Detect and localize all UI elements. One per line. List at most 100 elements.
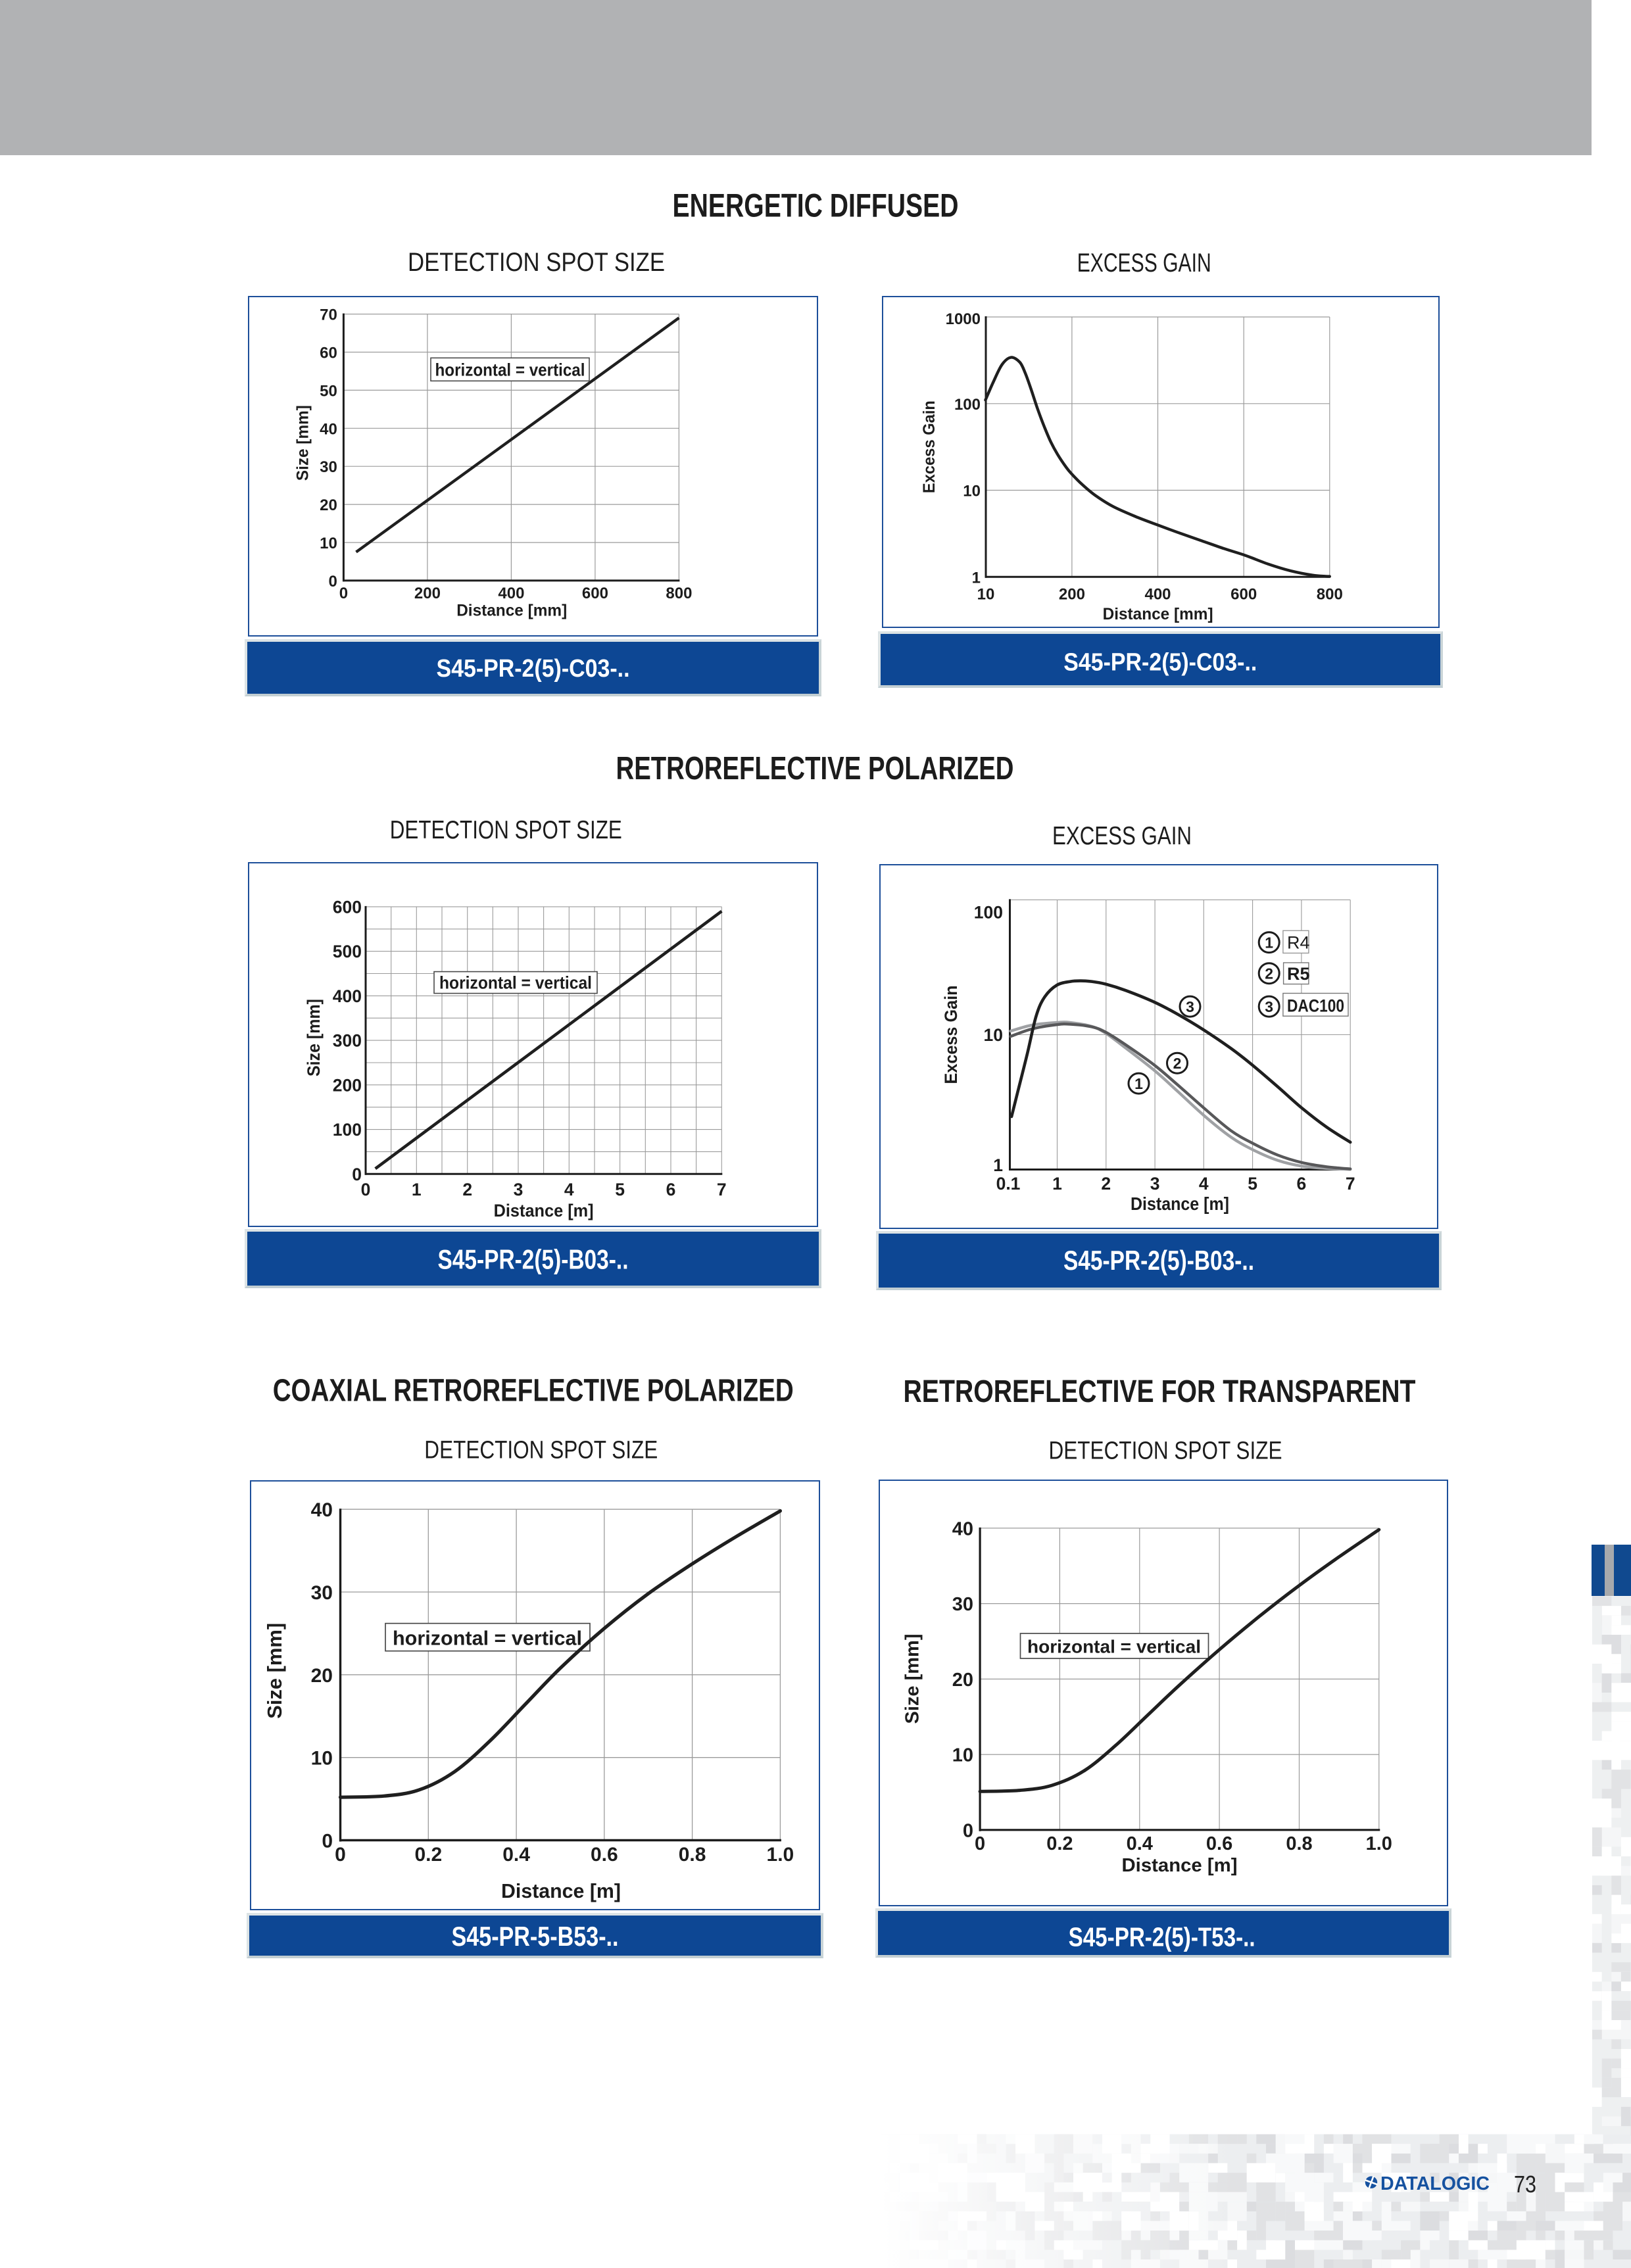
svg-text:1.0: 1.0	[767, 1844, 794, 1866]
svg-text:3: 3	[1265, 998, 1273, 1015]
svg-text:20: 20	[952, 1670, 973, 1691]
svg-text:3: 3	[1150, 1174, 1160, 1194]
svg-text:6: 6	[666, 1180, 676, 1199]
svg-text:10: 10	[963, 483, 981, 500]
svg-text:R5: R5	[1287, 964, 1310, 984]
svg-text:200: 200	[1059, 586, 1085, 604]
svg-text:800: 800	[666, 585, 692, 602]
svg-text:S45-PR-2(5)-C03-..: S45-PR-2(5)-C03-..	[437, 655, 630, 683]
svg-text:Excess Gain: Excess Gain	[941, 986, 961, 1084]
svg-text:0.6: 0.6	[591, 1844, 618, 1866]
svg-text:COAXIAL RETROREFLECTIVE POLARI: COAXIAL RETROREFLECTIVE POLARIZED	[273, 1374, 794, 1409]
svg-text:Size [mm]: Size [mm]	[264, 1623, 286, 1719]
svg-text:0: 0	[335, 1844, 346, 1866]
svg-text:70: 70	[320, 306, 337, 324]
svg-text:0: 0	[339, 585, 348, 602]
svg-text:Distance [m]: Distance [m]	[494, 1201, 594, 1220]
svg-text:4: 4	[564, 1180, 574, 1199]
svg-text:30: 30	[952, 1594, 973, 1615]
svg-text:100: 100	[954, 396, 981, 414]
svg-text:ENERGETIC DIFFUSED: ENERGETIC DIFFUSED	[673, 187, 959, 224]
svg-text:1: 1	[1134, 1075, 1143, 1092]
svg-text:600: 600	[1230, 586, 1257, 604]
svg-text:horizontal = vertical: horizontal = vertical	[1027, 1637, 1201, 1657]
svg-text:R4: R4	[1287, 933, 1310, 953]
svg-text:S45-PR-2(5)-T53-..: S45-PR-2(5)-T53-..	[1069, 1921, 1255, 1952]
svg-text:DATALOGIC: DATALOGIC	[1380, 2173, 1490, 2194]
svg-text:10: 10	[320, 535, 337, 552]
svg-text:DETECTION SPOT SIZE: DETECTION SPOT SIZE	[1049, 1437, 1282, 1465]
svg-text:0.2: 0.2	[1046, 1833, 1073, 1854]
svg-text:6: 6	[1297, 1174, 1307, 1194]
svg-text:5: 5	[615, 1180, 625, 1199]
svg-text:200: 200	[414, 585, 441, 602]
svg-text:0: 0	[963, 1820, 973, 1841]
svg-text:horizontal = vertical: horizontal = vertical	[439, 973, 592, 993]
svg-text:30: 30	[311, 1582, 333, 1604]
svg-text:73: 73	[1514, 2171, 1536, 2198]
svg-text:DAC100: DAC100	[1287, 996, 1344, 1016]
svg-text:1.0: 1.0	[1366, 1833, 1392, 1854]
svg-text:Excess Gain: Excess Gain	[920, 400, 938, 493]
svg-text:S45-PR-5-B53-..: S45-PR-5-B53-..	[452, 1921, 619, 1952]
svg-text:Distance [m]: Distance [m]	[501, 1880, 621, 1902]
svg-text:7: 7	[717, 1180, 727, 1199]
svg-text:Size [mm]: Size [mm]	[293, 405, 312, 481]
svg-text:20: 20	[311, 1665, 333, 1687]
svg-text:60: 60	[320, 345, 337, 362]
svg-text:S45-PR-2(5)-B03-..: S45-PR-2(5)-B03-..	[438, 1243, 629, 1274]
svg-text:2: 2	[462, 1180, 472, 1199]
svg-text:40: 40	[320, 420, 337, 438]
svg-text:0.1: 0.1	[996, 1174, 1021, 1194]
svg-text:20: 20	[320, 496, 337, 514]
svg-text:0.8: 0.8	[679, 1844, 706, 1866]
svg-text:DETECTION SPOT SIZE: DETECTION SPOT SIZE	[390, 816, 622, 844]
svg-text:40: 40	[311, 1499, 333, 1521]
svg-text:horizontal = vertical: horizontal = vertical	[393, 1628, 582, 1650]
svg-text:0.8: 0.8	[1286, 1833, 1312, 1854]
svg-text:0: 0	[352, 1165, 362, 1184]
svg-text:600: 600	[582, 585, 608, 602]
svg-text:2: 2	[1173, 1055, 1182, 1072]
svg-text:0.2: 0.2	[414, 1844, 442, 1866]
svg-text:RETROREFLECTIVE FOR TRANSPAREN: RETROREFLECTIVE FOR TRANSPARENT	[904, 1374, 1416, 1409]
svg-text:horizontal = vertical: horizontal = vertical	[435, 360, 585, 380]
svg-text:S45-PR-2(5)-B03-..: S45-PR-2(5)-B03-..	[1063, 1245, 1254, 1276]
svg-text:1: 1	[1052, 1174, 1062, 1194]
svg-text:400: 400	[1144, 586, 1171, 604]
svg-text:30: 30	[320, 458, 337, 476]
svg-text:800: 800	[1317, 586, 1343, 604]
svg-text:400: 400	[498, 585, 524, 602]
svg-text:100: 100	[974, 903, 1003, 923]
svg-text:0.4: 0.4	[502, 1844, 530, 1866]
svg-text:200: 200	[333, 1075, 362, 1095]
svg-text:EXCESS GAIN: EXCESS GAIN	[1052, 822, 1192, 850]
svg-text:S45-PR-2(5)-C03-..: S45-PR-2(5)-C03-..	[1063, 649, 1257, 677]
svg-text:10: 10	[977, 586, 995, 604]
svg-text:RETROREFLECTIVE POLARIZED: RETROREFLECTIVE POLARIZED	[616, 751, 1014, 786]
svg-text:10: 10	[952, 1745, 973, 1766]
svg-text:Size [mm]: Size [mm]	[304, 999, 324, 1076]
svg-text:0: 0	[361, 1180, 371, 1199]
svg-text:1: 1	[972, 569, 981, 587]
svg-text:1: 1	[1265, 934, 1273, 951]
svg-text:1000: 1000	[946, 310, 981, 328]
svg-text:10: 10	[311, 1748, 333, 1770]
svg-text:0: 0	[322, 1831, 333, 1852]
svg-text:EXCESS GAIN: EXCESS GAIN	[1077, 249, 1211, 277]
svg-text:50: 50	[320, 382, 337, 400]
svg-text:Distance [m]: Distance [m]	[1131, 1194, 1229, 1214]
svg-text:0: 0	[328, 573, 337, 591]
svg-text:0.4: 0.4	[1127, 1833, 1153, 1854]
svg-text:2: 2	[1265, 965, 1273, 982]
svg-text:DETECTION SPOT SIZE: DETECTION SPOT SIZE	[424, 1436, 658, 1464]
svg-text:3: 3	[1186, 998, 1194, 1015]
svg-text:400: 400	[333, 986, 362, 1006]
svg-text:Size [mm]: Size [mm]	[902, 1634, 923, 1724]
svg-text:500: 500	[333, 942, 362, 961]
svg-text:5: 5	[1248, 1174, 1257, 1194]
svg-text:0.6: 0.6	[1206, 1833, 1232, 1854]
svg-text:100: 100	[333, 1120, 362, 1140]
svg-text:Distance [mm]: Distance [mm]	[1103, 605, 1213, 623]
svg-text:7: 7	[1346, 1174, 1355, 1194]
